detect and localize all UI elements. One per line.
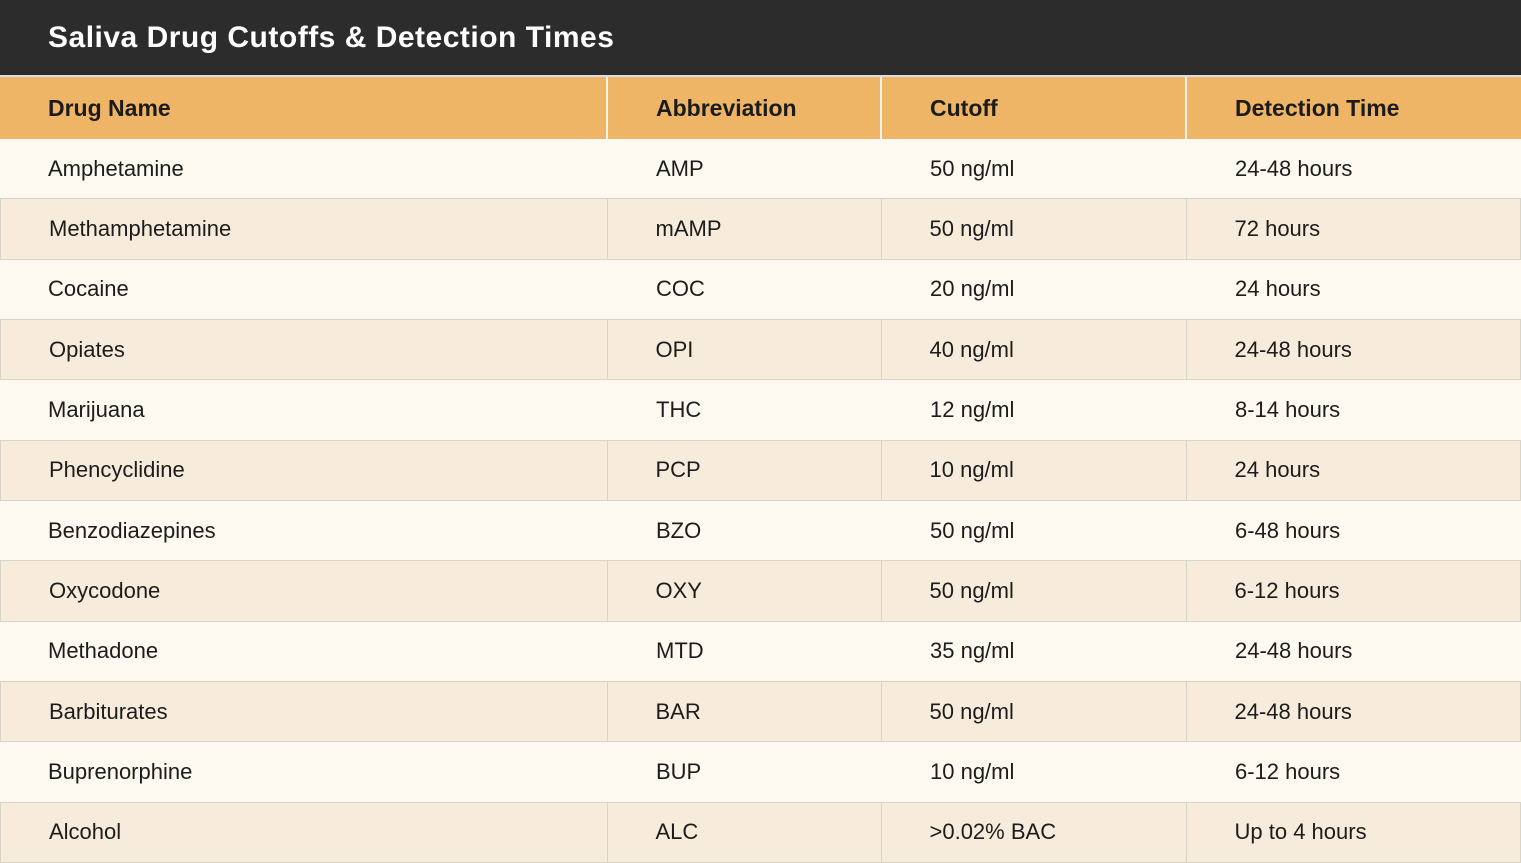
table-cell: 6-12 hours <box>1235 758 1341 784</box>
table-row: Opiates OPI 40 ng/ml 24-48 hours <box>0 318 1521 381</box>
table-cell: 24-48 hours <box>1234 336 1352 362</box>
column-header-drug-name: Drug Name <box>0 77 608 139</box>
table-cell: Marijuana <box>48 396 145 422</box>
table-cell: AMP <box>656 155 704 181</box>
table-cell: Phencyclidine <box>1 440 608 500</box>
table-row: Oxycodone OXY 50 ng/ml 6-12 hours <box>0 560 1521 622</box>
column-header-detection-time: Detection Time <box>1235 94 1400 121</box>
table-cell: BZO <box>656 517 702 543</box>
table-cell: PCP <box>608 440 882 500</box>
table-cell: MTD <box>656 638 704 664</box>
table-cell: Methamphetamine <box>1 199 608 259</box>
table-cell: 50 ng/ml <box>930 155 1015 181</box>
table-row: Benzodiazepines BZO 50 ng/ml 6-48 hours <box>0 500 1521 561</box>
table-cell: 24-48 hours <box>1235 155 1353 181</box>
table-cell: 8-14 hours <box>1235 396 1341 422</box>
table-cell: OPI <box>608 319 882 380</box>
table-cell: OXY <box>608 561 882 621</box>
table-cell: 6-12 hours <box>1234 577 1340 603</box>
table-cell: 24-48 hours <box>1235 638 1353 664</box>
table-cell: Barbiturates <box>1 681 608 742</box>
table-cell: 12 ng/ml <box>930 396 1015 422</box>
table-cell: Up to 4 hours <box>1234 819 1367 845</box>
page-title: Saliva Drug Cutoffs & Detection Times <box>48 20 615 54</box>
table-cell: THC <box>656 396 702 422</box>
table-cell: 24-48 hours <box>1234 698 1352 724</box>
table-row: Marijuana THC 12 ng/ml 8-14 hours <box>0 380 1521 440</box>
table-cell: Alcohol <box>1 802 608 862</box>
table-row: Amphetamine AMP 50 ng/ml 24-48 hours <box>0 139 1521 199</box>
table-row: Alcohol ALC >0.02% BAC Up to 4 hours <box>0 801 1521 863</box>
table-header-row: Drug Name Abbreviation Cutoff Detection … <box>0 77 1521 139</box>
table-cell: Methadone <box>48 638 159 664</box>
table-cell: 24 hours <box>1235 276 1321 302</box>
table-cell: 6-48 hours <box>1235 517 1341 543</box>
table-cell: Amphetamine <box>48 155 184 181</box>
column-header-abbreviation: Abbreviation <box>608 77 882 139</box>
table-cell: 20 ng/ml <box>930 276 1015 302</box>
table-cell: 50 ng/ml <box>882 561 1187 621</box>
table-cell: 72 hours <box>1234 215 1321 241</box>
table-cell: 24 hours <box>1234 457 1321 483</box>
title-bar: Saliva Drug Cutoffs & Detection Times <box>0 0 1521 77</box>
table-row: Methadone MTD 35 ng/ml 24-48 hours <box>0 621 1521 681</box>
table-row: Phencyclidine PCP 10 ng/ml 24 hours <box>0 439 1521 501</box>
table-cell: >0.02% BAC <box>882 802 1187 862</box>
table-cell: Buprenorphine <box>48 758 193 784</box>
column-header-cutoff: Cutoff <box>882 77 1187 139</box>
table-cell: 10 ng/ml <box>882 440 1187 500</box>
table-cell: 50 ng/ml <box>882 681 1187 742</box>
table-cell: mAMP <box>608 199 882 259</box>
table-row: Methamphetamine mAMP 50 ng/ml 72 hours <box>0 198 1521 260</box>
table-cell: Opiates <box>1 319 608 380</box>
table-cell: Cocaine <box>48 276 129 302</box>
table-cell: 10 ng/ml <box>930 758 1015 784</box>
table-cell: Benzodiazepines <box>48 517 216 543</box>
table-cell: BUP <box>656 758 702 784</box>
table-cell: ALC <box>608 802 882 862</box>
table-cell: BAR <box>608 681 882 742</box>
table-cell: Oxycodone <box>1 561 608 621</box>
table-cell: 50 ng/ml <box>930 517 1015 543</box>
table-row: Cocaine COC 20 ng/ml 24 hours <box>0 259 1521 319</box>
table-body: Amphetamine AMP 50 ng/ml 24-48 hours Methamp… <box>0 139 1521 863</box>
table-cell: COC <box>656 276 705 302</box>
table-row: Barbiturates BAR 50 ng/ml 24-48 hours <box>0 680 1521 743</box>
table-cell: 35 ng/ml <box>930 638 1015 664</box>
table-row: Buprenorphine BUP 10 ng/ml 6-12 hours <box>0 742 1521 802</box>
table-cell: 40 ng/ml <box>882 319 1187 380</box>
table-cell: 50 ng/ml <box>882 199 1187 259</box>
